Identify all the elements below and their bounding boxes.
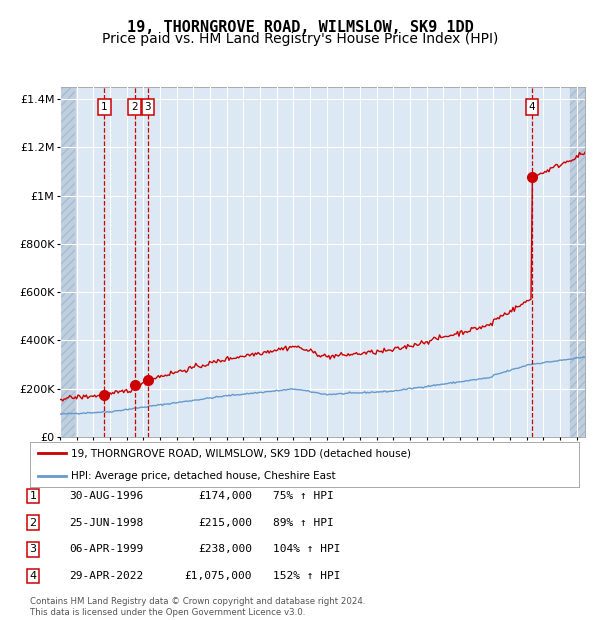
Text: HPI: Average price, detached house, Cheshire East: HPI: Average price, detached house, Ches… — [71, 471, 336, 480]
Bar — [60, 87, 76, 437]
Text: £238,000: £238,000 — [198, 544, 252, 554]
Text: 30-AUG-1996: 30-AUG-1996 — [69, 491, 143, 501]
Text: 75% ↑ HPI: 75% ↑ HPI — [273, 491, 334, 501]
Text: 3: 3 — [145, 102, 151, 112]
Text: 1: 1 — [101, 102, 107, 112]
Text: £1,075,000: £1,075,000 — [185, 571, 252, 581]
Bar — [569, 87, 585, 437]
Text: 25-JUN-1998: 25-JUN-1998 — [69, 518, 143, 528]
Text: Contains HM Land Registry data © Crown copyright and database right 2024.
This d: Contains HM Land Registry data © Crown c… — [30, 598, 365, 617]
Text: 104% ↑ HPI: 104% ↑ HPI — [273, 544, 341, 554]
Text: Price paid vs. HM Land Registry's House Price Index (HPI): Price paid vs. HM Land Registry's House … — [102, 32, 498, 46]
Text: 3: 3 — [29, 544, 37, 554]
Text: 1: 1 — [29, 491, 37, 501]
Text: 19, THORNGROVE ROAD, WILMSLOW, SK9 1DD: 19, THORNGROVE ROAD, WILMSLOW, SK9 1DD — [127, 20, 473, 35]
Text: £215,000: £215,000 — [198, 518, 252, 528]
Bar — [569, 75, 585, 437]
Bar — [60, 75, 76, 437]
Text: 4: 4 — [529, 102, 535, 112]
Text: 89% ↑ HPI: 89% ↑ HPI — [273, 518, 334, 528]
Text: 152% ↑ HPI: 152% ↑ HPI — [273, 571, 341, 581]
Text: 2: 2 — [29, 518, 37, 528]
Text: 4: 4 — [29, 571, 37, 581]
Text: 19, THORNGROVE ROAD, WILMSLOW, SK9 1DD (detached house): 19, THORNGROVE ROAD, WILMSLOW, SK9 1DD (… — [71, 448, 411, 458]
Text: 2: 2 — [131, 102, 138, 112]
Text: 06-APR-1999: 06-APR-1999 — [69, 544, 143, 554]
Text: £174,000: £174,000 — [198, 491, 252, 501]
Text: 29-APR-2022: 29-APR-2022 — [69, 571, 143, 581]
